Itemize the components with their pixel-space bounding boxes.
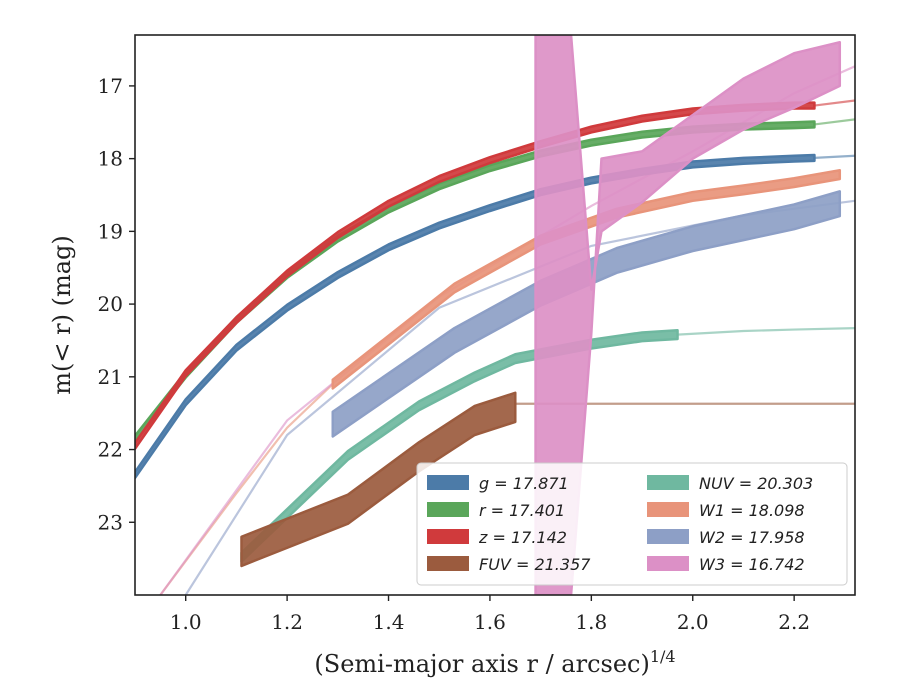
y-tick-label: 17 xyxy=(98,74,123,98)
band-z xyxy=(135,101,816,451)
band-g xyxy=(135,153,816,480)
legend-swatch-w1 xyxy=(647,502,689,517)
legend-swatch-fuv xyxy=(427,556,469,571)
plot-frame xyxy=(134,34,856,596)
y-axis-label: m(< r) (mag) xyxy=(48,235,76,394)
legend-label-nuv: NUV = 20.303 xyxy=(699,474,813,493)
y-tick-label: 20 xyxy=(98,292,123,316)
x-tick-label: 2.0 xyxy=(677,610,709,634)
band-w3 xyxy=(534,35,842,595)
legend-swatch-nuv xyxy=(647,475,689,490)
model-curve-r xyxy=(814,118,855,126)
x-axis-label-exponent: 1/4 xyxy=(650,647,676,666)
legend-swatch-w3 xyxy=(647,556,689,571)
data-bands xyxy=(135,35,842,595)
legend-label-w2: W2 = 17.958 xyxy=(699,528,805,547)
legend-label-w1: W1 = 18.098 xyxy=(699,501,805,520)
band-w1 xyxy=(331,169,842,390)
band-fuv xyxy=(240,391,517,568)
x-tick-label: 1.6 xyxy=(474,610,506,634)
legend: g = 17.871 r = 17.401 z = 17.142 FUV = 21.3… xyxy=(416,462,848,586)
x-tick-label: 1.2 xyxy=(271,610,303,634)
y-tick-label: 21 xyxy=(98,365,123,389)
legend-label-g: g = 17.871 xyxy=(479,474,569,493)
model-curve-z xyxy=(814,99,855,107)
x-axis-label: (Semi-major axis r / arcsec)1/4 xyxy=(314,647,675,678)
x-axis-label-main: (Semi-major axis r / arcsec) xyxy=(314,650,649,678)
legend-label-z: z = 17.142 xyxy=(478,528,567,547)
y-tick-label: 23 xyxy=(98,510,123,534)
x-tick-label: 1.4 xyxy=(373,610,405,634)
x-tick-label: 2.2 xyxy=(778,610,810,634)
band-nuv xyxy=(240,329,679,563)
model-curve-g xyxy=(814,154,855,160)
band-w2 xyxy=(331,190,842,438)
y-tick-label: 19 xyxy=(98,219,123,243)
legend-label-fuv: FUV = 21.357 xyxy=(479,555,591,574)
legend-swatch-r xyxy=(427,502,469,517)
legend-swatch-w2 xyxy=(647,529,689,544)
y-tick-label: 22 xyxy=(98,438,123,462)
x-tick-label: 1.8 xyxy=(575,610,607,634)
legend-box xyxy=(416,462,848,586)
y-tick-label: 18 xyxy=(98,147,123,171)
model-curve-nuv xyxy=(677,326,855,336)
legend-label-w3: W3 = 16.742 xyxy=(699,555,805,574)
legend-swatch-g xyxy=(427,475,469,490)
x-tick-label: 1.0 xyxy=(170,610,202,634)
axis-ticks: 1.0 1.2 1.4 1.6 1.8 2.0 2.2 17 18 19 20 21 22 23 xyxy=(98,74,811,634)
legend-label-r: r = 17.401 xyxy=(479,501,565,520)
legend-swatch-z xyxy=(427,529,469,544)
